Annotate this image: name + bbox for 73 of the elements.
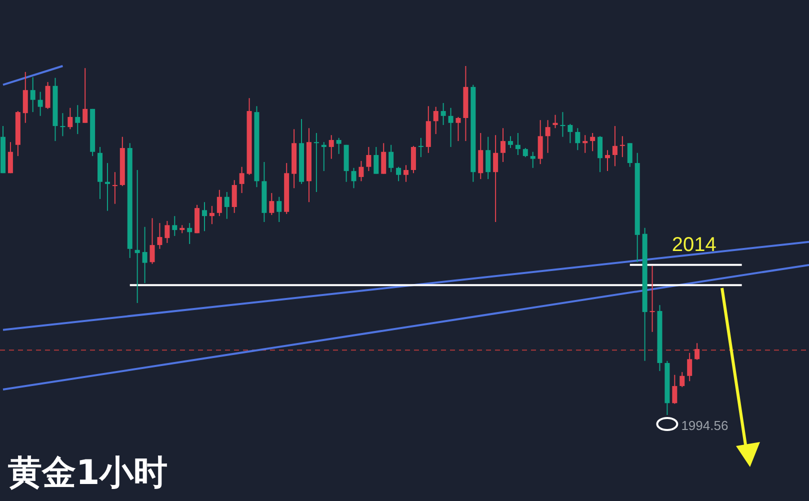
candlestick bbox=[172, 216, 178, 236]
candlestick bbox=[590, 132, 596, 152]
candlestick bbox=[8, 142, 13, 174]
candlestick bbox=[410, 145, 416, 174]
candlestick bbox=[82, 68, 88, 124]
candlestick bbox=[358, 160, 364, 182]
candlestick bbox=[314, 132, 319, 192]
text: 黄金1小时 bbox=[8, 453, 168, 493]
candlestick bbox=[538, 120, 543, 165]
candlestick bbox=[568, 123, 573, 144]
candlestick bbox=[112, 172, 118, 204]
candlestick bbox=[560, 112, 566, 138]
candlestick bbox=[336, 137, 342, 154]
candlestick bbox=[157, 222, 162, 250]
candlestick bbox=[404, 164, 408, 182]
candlestick bbox=[605, 150, 610, 172]
candlestick bbox=[224, 191, 230, 220]
candlestick bbox=[620, 136, 625, 158]
candlestick bbox=[500, 128, 506, 162]
candlestick bbox=[202, 202, 207, 232]
candlestick bbox=[104, 162, 110, 212]
candlestick bbox=[366, 146, 372, 172]
candlestick bbox=[134, 170, 140, 304]
candlestick bbox=[486, 136, 491, 180]
candlestick bbox=[694, 342, 700, 360]
candlestick bbox=[321, 142, 326, 172]
candlestick bbox=[45, 82, 50, 110]
candlestick bbox=[75, 104, 80, 135]
candlestick bbox=[418, 137, 424, 158]
candlestick bbox=[187, 222, 192, 244]
candlestick bbox=[456, 116, 461, 142]
candlestick bbox=[687, 352, 692, 382]
candlestick bbox=[22, 71, 28, 124]
candlestick bbox=[388, 144, 394, 173]
candlestick bbox=[374, 146, 379, 174]
candlestick bbox=[216, 189, 222, 217]
candlestick bbox=[493, 134, 498, 223]
candlestick bbox=[582, 134, 588, 154]
candlestick bbox=[598, 136, 603, 173]
candlestick bbox=[239, 166, 244, 194]
candlestick bbox=[433, 106, 438, 135]
candlestick bbox=[545, 120, 550, 154]
candlestick bbox=[60, 112, 66, 137]
candlestick bbox=[515, 132, 520, 156]
text: 1994.56 bbox=[681, 418, 728, 433]
series-label: 2014 bbox=[672, 234, 716, 256]
candlestick bbox=[440, 102, 446, 126]
candlestick bbox=[552, 114, 558, 129]
candlestick bbox=[38, 91, 43, 116]
candlestick bbox=[142, 226, 148, 284]
candlestick bbox=[672, 374, 678, 404]
candlestick bbox=[575, 128, 580, 151]
candlestick bbox=[30, 76, 36, 113]
candlestick bbox=[522, 148, 528, 158]
candlestick bbox=[478, 132, 484, 180]
candlestick bbox=[269, 192, 274, 216]
candlestick bbox=[530, 151, 536, 168]
candlestick bbox=[508, 136, 513, 149]
candlestick bbox=[276, 196, 282, 223]
candlestick bbox=[351, 167, 356, 189]
candlestick bbox=[68, 107, 73, 130]
candlestick bbox=[328, 134, 334, 160]
candlestick bbox=[232, 180, 237, 214]
candlestick bbox=[164, 220, 170, 244]
candlestick bbox=[650, 265, 655, 332]
candlestick bbox=[209, 205, 214, 225]
candlestick bbox=[396, 166, 402, 182]
candlestick bbox=[627, 142, 632, 168]
candlestick bbox=[680, 372, 685, 388]
candlestick bbox=[448, 107, 454, 148]
candlestick bbox=[381, 142, 386, 174]
candlestick bbox=[612, 126, 618, 167]
candlestick bbox=[150, 218, 155, 264]
